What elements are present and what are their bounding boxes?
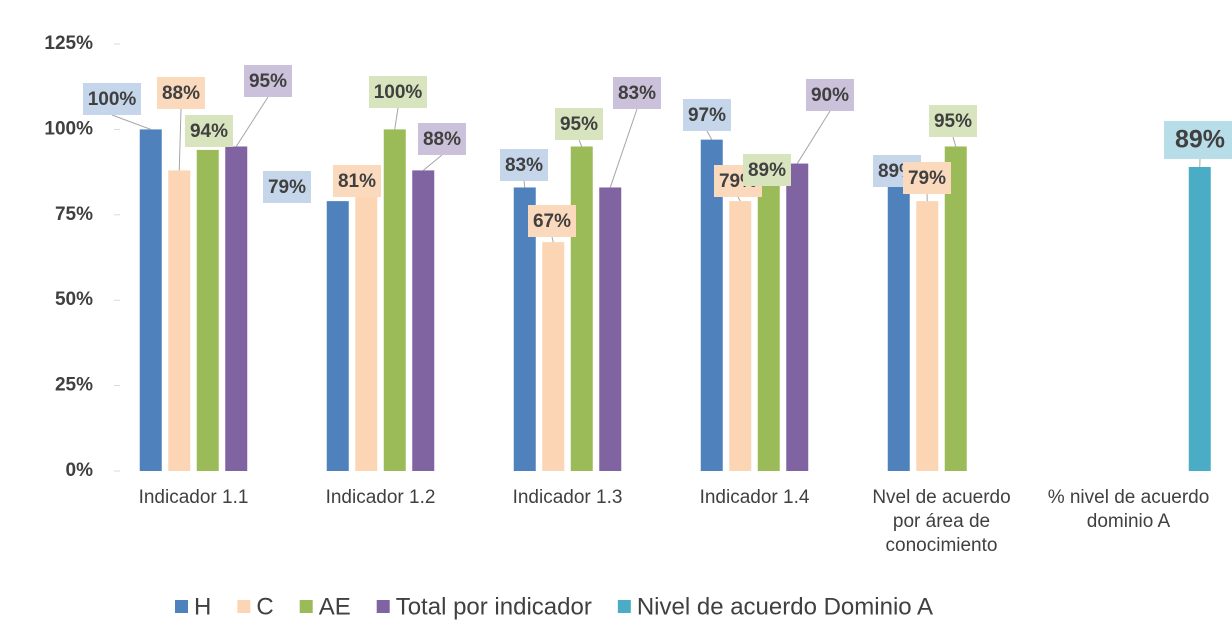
legend-swatch (175, 600, 188, 613)
leader-line (422, 154, 443, 171)
bar (887, 166, 910, 471)
legend-label: Nivel de acuerdo Dominio A (637, 593, 933, 620)
data-label: 100% (374, 82, 423, 103)
bar (326, 201, 349, 472)
data-label: 81% (338, 171, 376, 192)
data-label: 89% (1175, 126, 1225, 154)
data-label-box (929, 105, 977, 137)
leader-line (178, 108, 182, 171)
y-tick-label: 25% (55, 375, 93, 396)
data-label-box (806, 79, 854, 111)
leader-line (394, 107, 399, 130)
data-label: 79% (908, 168, 946, 189)
leader-line (796, 110, 831, 164)
legend-swatch (376, 600, 390, 613)
bar (139, 129, 162, 471)
y-tick-label: 100% (44, 118, 93, 139)
bar (700, 139, 723, 471)
x-tick-label: Indicador 1.4 (699, 487, 810, 508)
data-label: 79% (268, 177, 306, 198)
leader-line (551, 236, 554, 243)
data-label: 94% (190, 121, 228, 142)
data-label-box (418, 123, 466, 155)
bar (225, 146, 248, 472)
data-label: 90% (811, 85, 849, 106)
x-tick-label: Indicador 1.1 (138, 487, 249, 508)
data-label-box (157, 77, 205, 109)
leader-line (737, 196, 741, 202)
leader-line (952, 136, 957, 147)
bar (542, 242, 565, 471)
leader-line (111, 114, 151, 130)
legend: H C AE Total por indicador Nivel de acuerdo … (175, 593, 933, 620)
data-label-box (555, 108, 603, 140)
y-tick-label: 0% (66, 460, 94, 481)
data-label: 97% (688, 105, 726, 126)
data-label: 89% (748, 160, 786, 181)
data-label-box (743, 154, 791, 186)
legend-label: C (256, 593, 273, 620)
x-tick-label: Indicador 1.3 (512, 487, 623, 508)
legend-label: AE (319, 593, 351, 620)
legend-swatch (299, 600, 313, 613)
bar (412, 170, 435, 471)
data-label-box (1164, 121, 1232, 159)
leader-line (706, 130, 713, 140)
bar (513, 187, 536, 472)
data-label-box (244, 65, 292, 97)
x-tick-label: Indicador 1.2 (325, 487, 436, 508)
data-label-box (528, 205, 576, 237)
data-label: 67% (533, 211, 571, 232)
bar (383, 129, 406, 471)
data-label-box (263, 171, 311, 203)
legend-swatch (617, 600, 631, 613)
data-label-box (903, 162, 951, 194)
leader-line (523, 180, 526, 188)
data-label: 83% (618, 83, 656, 104)
leader-line (235, 96, 269, 147)
data-label: 88% (162, 83, 200, 104)
bar (355, 194, 378, 471)
data-label-box (83, 83, 141, 115)
bar (729, 201, 752, 472)
x-tick-label: Nvel de acuerdo por área de conocimiento (872, 487, 1011, 556)
data-label: 83% (505, 155, 543, 176)
data-label-box (683, 99, 731, 131)
bar (1188, 166, 1211, 471)
y-tick-label: 75% (55, 204, 93, 225)
data-label-box (369, 76, 427, 108)
data-label: 95% (934, 111, 972, 132)
legend-label: Total por indicador (396, 593, 592, 620)
leader-line (578, 139, 583, 147)
bar (570, 146, 593, 472)
data-label-box (500, 149, 548, 181)
bar (599, 187, 622, 472)
bar (916, 201, 939, 472)
bar (757, 166, 780, 471)
legend-swatch (237, 600, 251, 613)
y-tick-label: 50% (55, 289, 93, 310)
bar (944, 146, 967, 472)
data-label-box (185, 115, 233, 147)
x-tick-label: % nivel de acuerdo dominio A (1047, 487, 1210, 532)
data-label: 95% (249, 71, 287, 92)
data-label: 95% (560, 114, 598, 135)
data-label-box (333, 165, 381, 197)
legend-label: H (194, 593, 211, 620)
data-label: 100% (88, 89, 137, 110)
bar (168, 170, 191, 471)
leader-line (609, 108, 638, 188)
y-tick-label: 125% (44, 33, 93, 54)
data-label-box (613, 77, 661, 109)
bar (786, 163, 809, 471)
data-label: 88% (423, 129, 461, 150)
bar (196, 149, 219, 471)
